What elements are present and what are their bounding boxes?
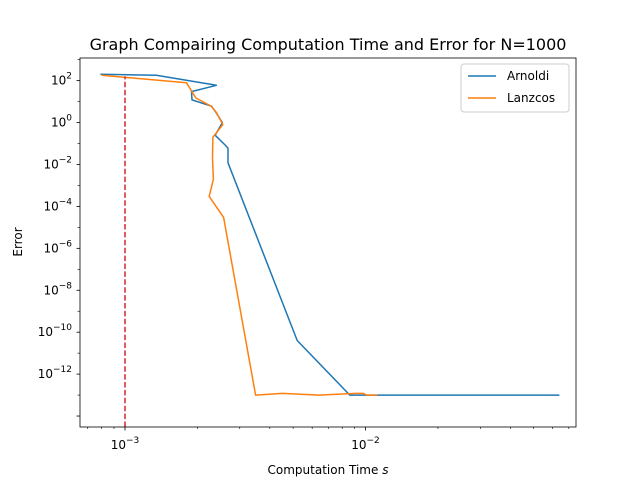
- x-axis-label: Computation Time s: [268, 463, 389, 477]
- series-layer: [100, 73, 560, 396]
- series-line-lanzcos: [101, 74, 378, 396]
- legend-label-arnoldi: Arnoldi: [507, 69, 549, 83]
- plot-background: [80, 58, 576, 427]
- plot-area: [79, 57, 577, 428]
- y-axis-label: Error: [11, 227, 25, 256]
- legend: Arnoldi Lanzcos: [460, 63, 570, 113]
- chart-title: Graph Compairing Computation Time and Er…: [90, 35, 567, 54]
- legend-label-lanzcos: Lanzcos: [507, 91, 555, 105]
